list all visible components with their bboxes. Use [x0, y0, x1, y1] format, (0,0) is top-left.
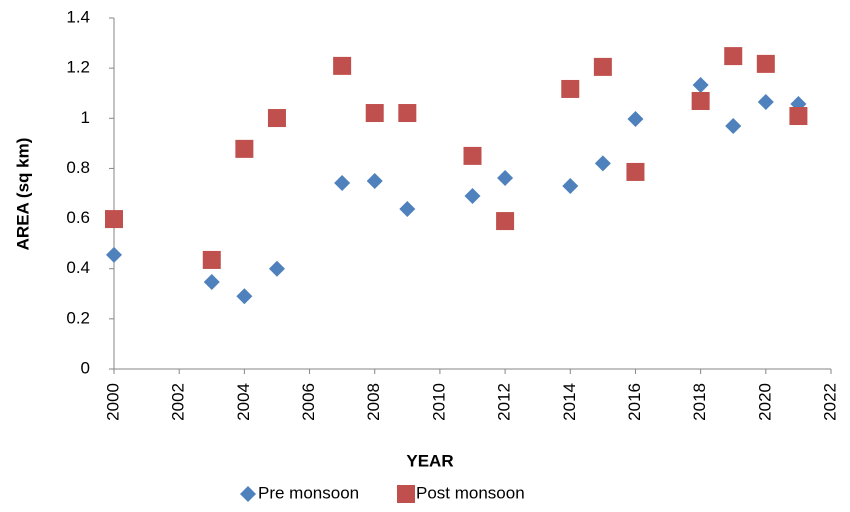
- point: [561, 79, 580, 98]
- y-tick-label: 0.2: [66, 308, 90, 327]
- point: [789, 107, 808, 126]
- x-tick-label: 2022: [820, 383, 839, 421]
- point: [105, 210, 123, 229]
- y-tick-label: 0.8: [66, 158, 90, 177]
- point: [692, 76, 709, 93]
- x-tick-label: 2020: [755, 383, 774, 421]
- point: [106, 246, 122, 263]
- point: [464, 188, 481, 205]
- point: [757, 93, 774, 110]
- x-tick-label: 2018: [690, 383, 709, 421]
- point: [593, 57, 612, 76]
- point: [725, 118, 742, 135]
- legend-marker: [397, 485, 415, 503]
- legend-label: Pre monsoon: [258, 483, 359, 502]
- point: [627, 111, 644, 128]
- y-axis-label: AREA (sq km): [13, 138, 32, 251]
- x-tick-label: 2008: [364, 383, 383, 421]
- x-tick-label: 2002: [169, 383, 188, 421]
- y-tick-label: 0.4: [66, 258, 90, 277]
- point: [267, 109, 286, 128]
- x-tick-label: 2000: [103, 383, 122, 421]
- point: [333, 56, 352, 75]
- point: [398, 104, 417, 123]
- legend-label: Post monsoon: [416, 483, 525, 502]
- x-tick-label: 2010: [429, 383, 448, 421]
- point: [334, 174, 351, 191]
- x-tick-label: 2012: [495, 383, 514, 421]
- y-tick-label: 1: [81, 108, 90, 127]
- point: [497, 169, 514, 186]
- x-tick-label: 2016: [625, 383, 644, 421]
- point: [594, 155, 611, 172]
- x-axis-label: YEAR: [406, 451, 453, 470]
- point: [691, 91, 710, 110]
- y-tick-label: 1.4: [66, 7, 90, 26]
- x-tick-label: 2004: [234, 383, 253, 421]
- point: [399, 201, 416, 218]
- point: [365, 104, 384, 123]
- point: [562, 177, 579, 194]
- point: [268, 260, 285, 277]
- point: [756, 54, 775, 73]
- y-tick-label: 1.2: [66, 58, 90, 77]
- point: [236, 288, 253, 305]
- point: [724, 47, 743, 66]
- point: [626, 162, 645, 181]
- point: [203, 274, 220, 291]
- x-tick-label: 2006: [299, 383, 318, 421]
- point: [496, 212, 515, 231]
- point: [202, 250, 221, 269]
- point: [235, 139, 254, 158]
- point: [463, 146, 482, 165]
- y-tick-label: 0.6: [66, 208, 90, 227]
- y-tick-label: 0: [81, 358, 90, 377]
- legend-marker: [240, 486, 256, 502]
- x-tick-label: 2014: [560, 383, 579, 421]
- point: [366, 172, 383, 189]
